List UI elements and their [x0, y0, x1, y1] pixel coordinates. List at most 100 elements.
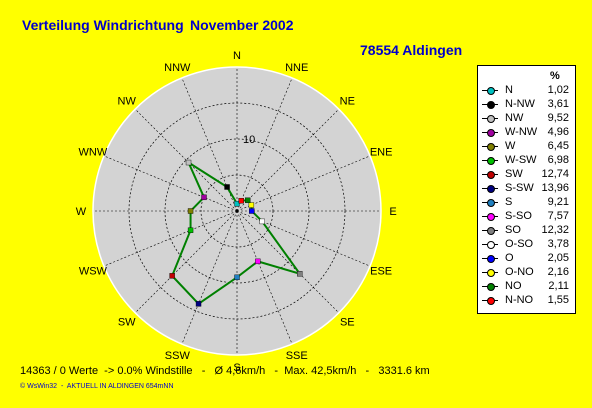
- legend-item-n: N 1,02: [478, 84, 575, 97]
- direction-label-ssw: SSW: [165, 350, 191, 362]
- direction-label-wnw: WNW: [79, 146, 108, 158]
- legend-marker: [487, 227, 495, 235]
- legend-marker: [487, 101, 495, 109]
- legend-value: 1,02: [547, 84, 569, 96]
- marker-s-so: [255, 258, 261, 265]
- legend-value: 4,96: [547, 126, 569, 138]
- legend-direction: NW: [505, 112, 524, 124]
- direction-label-sw: SW: [118, 316, 136, 328]
- spoke-ene: [236, 155, 371, 212]
- marker-s: [234, 274, 240, 281]
- legend-marker: [487, 87, 495, 95]
- legend-direction: S: [505, 196, 513, 208]
- legend-marker: [487, 213, 495, 221]
- direction-label-ne: NE: [340, 96, 355, 108]
- legend-value: 2,16: [547, 266, 569, 278]
- legend-item-s-so: S-SO 7,57: [478, 210, 575, 223]
- direction-label-s: S: [233, 362, 240, 374]
- spoke-wnw: [103, 155, 238, 212]
- legend-item-so: SO 12,32: [478, 224, 575, 237]
- direction-label-se: SE: [340, 316, 355, 328]
- legend-marker: [487, 171, 495, 179]
- legend-direction: W-NW: [505, 126, 538, 138]
- legend-direction: NO: [505, 280, 522, 292]
- legend-marker: [487, 297, 495, 305]
- marker-w-nw: [201, 194, 207, 201]
- marker-w: [187, 208, 194, 214]
- marker-n-no: [238, 197, 244, 204]
- spoke-sse: [236, 210, 293, 345]
- legend-item-s-sw: S-SW 13,96: [478, 182, 575, 195]
- marker-nw: [185, 159, 192, 166]
- legend-value: 3,61: [547, 98, 569, 110]
- legend-value: 6,45: [547, 140, 569, 152]
- marker-n-nw: [224, 184, 230, 190]
- legend-value: 2,11: [548, 280, 569, 292]
- legend-item-n-no: N-NO 1,55: [478, 294, 575, 307]
- legend-marker: [487, 185, 495, 193]
- footer-stats: 14363 / 0 Werte -> 0.0% Windstille - Ø 4…: [20, 365, 430, 377]
- spoke-wsw: [103, 210, 238, 267]
- marker-sw: [169, 273, 175, 279]
- legend-item-o-so: O-SO 3,78: [478, 238, 575, 251]
- legend-item-w: W 6,45: [478, 140, 575, 153]
- marker-w-sw: [187, 227, 194, 233]
- direction-label-e: E: [389, 206, 396, 218]
- direction-label-n: N: [233, 50, 241, 62]
- direction-label-nw: NW: [118, 96, 137, 108]
- legend-item-o-no: O-NO 2,16: [478, 266, 575, 279]
- legend-value: 9,52: [547, 112, 569, 124]
- chart-title: Verteilung Windrichtung: [22, 17, 184, 33]
- marker-s-sw: [195, 301, 202, 307]
- direction-label-nnw: NNW: [164, 62, 191, 74]
- legend-direction: S-SO: [505, 210, 532, 222]
- legend-direction: O: [505, 252, 514, 264]
- spoke-ne: [236, 108, 340, 212]
- legend-item-w-sw: W-SW 6,98: [478, 154, 575, 167]
- marker-o-so: [259, 218, 265, 225]
- legend-value: 9,21: [547, 196, 569, 208]
- legend-marker: [487, 143, 495, 151]
- marker-o: [249, 208, 255, 214]
- footer-credit: © WsWin32 - AKTUELL IN ALDINGEN 654mNN: [20, 383, 174, 390]
- legend-marker: [487, 241, 495, 249]
- legend-direction: O-NO: [505, 266, 534, 278]
- legend-direction: N: [505, 84, 513, 96]
- legend-marker: [487, 269, 495, 277]
- legend-item-s: S 9,21: [478, 196, 575, 209]
- direction-label-w: W: [76, 206, 87, 218]
- legend-value: 12,32: [541, 224, 569, 236]
- legend-value: 3,78: [547, 238, 569, 250]
- legend-value: 2,05: [547, 252, 569, 264]
- legend-item-sw: SW 12,74: [478, 168, 575, 181]
- legend-marker: [487, 157, 495, 165]
- legend-direction: N-NW: [505, 98, 535, 110]
- legend-direction: W: [505, 140, 516, 152]
- spoke-sw: [134, 210, 238, 314]
- legend-marker: [487, 129, 495, 137]
- marker-n: [234, 200, 240, 207]
- spoke-ese: [236, 210, 371, 267]
- legend-direction: O-SO: [505, 238, 534, 250]
- legend-value: 7,57: [547, 210, 569, 222]
- legend-item-w-nw: W-NW 4,96: [478, 126, 575, 139]
- legend-marker: [487, 283, 495, 291]
- direction-label-ese: ESE: [370, 266, 392, 278]
- legend-value: 1,55: [547, 294, 569, 306]
- legend: % N 1,02 N-NW 3,61 NW 9,52 W-NW 4,96 W 6,45 W-SW 6,…: [477, 65, 576, 314]
- spoke-se: [236, 210, 340, 314]
- legend-header: %: [550, 70, 560, 82]
- legend-direction: S-SW: [505, 182, 534, 194]
- chart-month: November 2002: [190, 17, 294, 33]
- legend-direction: SO: [505, 224, 521, 236]
- legend-item-n-nw: N-NW 3,61: [478, 98, 575, 111]
- legend-item-o: O 2,05: [478, 252, 575, 265]
- legend-item-nw: NW 9,52: [478, 112, 575, 125]
- marker-no: [245, 197, 251, 203]
- legend-item-no: NO 2,11: [478, 280, 575, 293]
- legend-value: 12,74: [541, 168, 569, 180]
- legend-value: 13,96: [541, 182, 569, 194]
- legend-marker: [487, 115, 495, 123]
- marker-o-no: [248, 202, 255, 208]
